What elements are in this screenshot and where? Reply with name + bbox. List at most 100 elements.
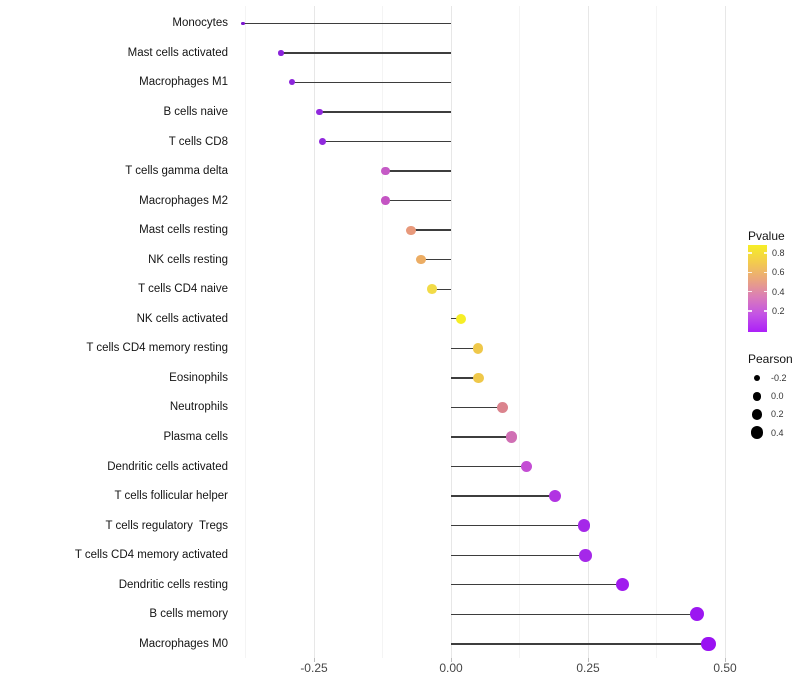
lollipop-stick bbox=[385, 199, 451, 202]
y-axis-label: B cells memory bbox=[149, 608, 228, 621]
lollipop-dot bbox=[496, 401, 509, 413]
x-axis-tick bbox=[313, 658, 315, 662]
y-axis-label: T cells gamma delta bbox=[125, 165, 228, 178]
pearson-size-dot bbox=[752, 391, 762, 401]
lollipop-dot bbox=[289, 79, 295, 86]
lollipop-dot bbox=[318, 138, 326, 145]
pearson-size-label: 0.2 bbox=[771, 409, 784, 420]
lollipop-stick bbox=[451, 613, 698, 615]
y-axis-label: NK cells activated bbox=[136, 312, 228, 325]
lollipop-dot bbox=[689, 607, 705, 622]
lollipop-stick bbox=[451, 436, 512, 438]
y-axis-label: T cells regulatory Tregs bbox=[105, 519, 228, 532]
x-axis-tick bbox=[450, 658, 452, 662]
pvalue-tick-mark bbox=[763, 310, 767, 312]
lollipop-dot bbox=[549, 490, 562, 503]
pvalue-tick-label: 0.4 bbox=[772, 286, 785, 297]
x-axis-tick-label: 0.50 bbox=[713, 661, 737, 675]
pvalue-tick-mark bbox=[763, 271, 767, 274]
y-axis-label: Macrophages M2 bbox=[139, 194, 228, 207]
gridline-minor bbox=[245, 6, 246, 658]
y-axis-label: Plasma cells bbox=[163, 431, 228, 443]
pvalue-tick-mark bbox=[748, 271, 752, 274]
y-axis-label: T cells CD4 memory activated bbox=[74, 549, 228, 562]
x-axis-tick bbox=[587, 658, 589, 662]
lollipop-stick bbox=[451, 377, 479, 379]
lollipop-stick bbox=[451, 643, 709, 645]
pvalue-tick-mark bbox=[748, 290, 752, 293]
lollipop-stick bbox=[322, 140, 451, 143]
pvalue-tick-mark bbox=[763, 252, 767, 254]
y-axis-label: T cells CD8 bbox=[168, 135, 228, 148]
lollipop-stick bbox=[451, 584, 623, 586]
y-axis-label: NK cells resting bbox=[148, 253, 228, 266]
pvalue-tick-label: 0.2 bbox=[772, 305, 785, 316]
lollipop-stick bbox=[385, 170, 451, 172]
lollipop-dot bbox=[380, 196, 390, 205]
y-axis-label: Eosinophils bbox=[169, 371, 228, 384]
gridline-minor bbox=[519, 6, 520, 658]
x-axis-tick-label: 0.25 bbox=[576, 661, 600, 675]
lollipop-dot bbox=[416, 254, 426, 265]
pearson-size-dot bbox=[750, 426, 764, 439]
gridline-minor bbox=[656, 6, 657, 658]
lollipop-stick bbox=[451, 554, 586, 556]
lollipop-dot bbox=[278, 50, 284, 56]
lollipop-dot bbox=[316, 108, 323, 116]
lollipop-stick bbox=[292, 81, 451, 84]
y-axis-label: T cells CD4 naive bbox=[138, 283, 228, 296]
lollipop-stick bbox=[431, 288, 451, 290]
y-axis-label: T cells follicular helper bbox=[114, 490, 228, 503]
pearson-size-dot bbox=[751, 409, 763, 420]
pvalue-tick-mark bbox=[748, 252, 752, 254]
y-axis-label: Monocytes bbox=[172, 17, 228, 30]
pvalue-tick-mark bbox=[748, 310, 752, 312]
x-axis-tick bbox=[724, 658, 726, 662]
pearson-size-label: 0.4 bbox=[771, 427, 784, 438]
gridline-major bbox=[313, 6, 315, 658]
lollipop-stick bbox=[281, 52, 451, 54]
lollipop-stick bbox=[451, 406, 503, 409]
lollipop-stick bbox=[451, 495, 556, 497]
lollipop-stick bbox=[451, 347, 478, 350]
y-axis-label: Mast cells activated bbox=[127, 46, 228, 59]
lollipop-dot bbox=[455, 313, 466, 324]
lollipop-stick bbox=[410, 229, 451, 231]
y-axis-label: Macrophages M0 bbox=[139, 637, 228, 650]
y-axis-label: Macrophages M1 bbox=[139, 76, 228, 89]
lollipop-dot bbox=[505, 431, 517, 443]
pvalue-tick-label: 0.8 bbox=[772, 248, 785, 258]
pvalue-tick-mark bbox=[763, 290, 767, 293]
lollipop-dot bbox=[577, 519, 591, 532]
pearson-size-label: -0.2 bbox=[771, 373, 787, 383]
lollipop-dot bbox=[406, 225, 416, 235]
y-axis-label: Dendritic cells resting bbox=[118, 578, 228, 591]
pvalue-tick-label: 0.6 bbox=[772, 267, 785, 278]
x-axis-tick-label: -0.25 bbox=[300, 661, 328, 675]
gridline-major bbox=[587, 6, 589, 658]
gridline-major bbox=[450, 6, 452, 658]
gridline-major bbox=[724, 6, 726, 658]
lollipop-stick bbox=[242, 22, 451, 24]
legend-pearson-title: Pearson bbox=[748, 352, 793, 366]
y-axis-label: T cells CD4 memory resting bbox=[86, 342, 228, 355]
lollipop-dot bbox=[472, 343, 484, 354]
y-axis-label: Dendritic cells activated bbox=[107, 460, 228, 473]
lollipop-stick bbox=[451, 524, 585, 527]
lollipop-stick bbox=[451, 465, 527, 468]
legend-pvalue-title: Pvalue bbox=[748, 229, 785, 243]
lollipop-dot bbox=[380, 166, 390, 176]
lollipop-dot bbox=[426, 284, 437, 295]
lollipop-stick bbox=[420, 259, 451, 261]
x-axis-tick-label: 0.00 bbox=[439, 661, 463, 675]
pearson-size-dot bbox=[753, 374, 761, 382]
lollipop-dot bbox=[578, 548, 592, 562]
y-axis-label: Neutrophils bbox=[169, 401, 228, 414]
lollipop-dot bbox=[240, 21, 245, 26]
lollipop-dot bbox=[473, 372, 484, 384]
lollipop-dot bbox=[701, 636, 716, 652]
pearson-size-label: 0.0 bbox=[771, 391, 784, 402]
lollipop-dot bbox=[615, 578, 630, 592]
lollipop-stick bbox=[319, 111, 451, 113]
